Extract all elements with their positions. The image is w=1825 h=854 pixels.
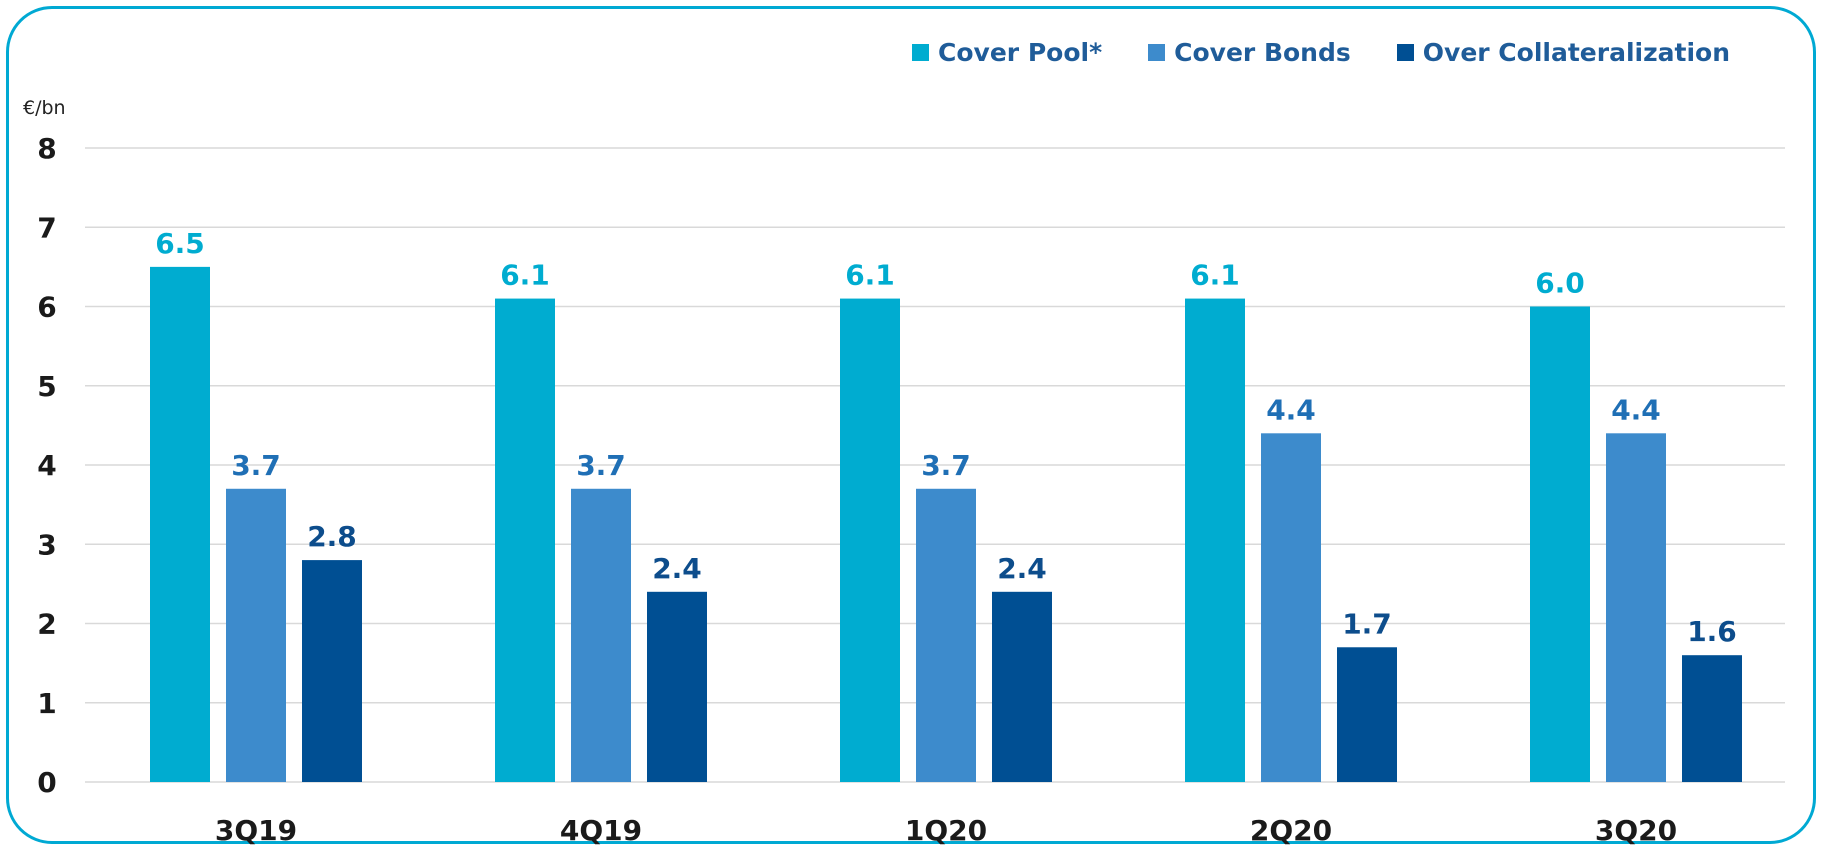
y-tick-label: 8 <box>37 132 56 165</box>
data-label: 2.4 <box>652 552 702 585</box>
y-tick-label: 2 <box>37 608 56 641</box>
bar <box>226 488 286 782</box>
x-category-label: 2Q20 <box>1250 814 1332 847</box>
legend-swatch-cover-pool <box>912 44 930 61</box>
bar <box>1185 298 1245 782</box>
data-label: 3.7 <box>231 449 281 482</box>
data-label: 6.1 <box>845 259 895 292</box>
legend-label-over-collateralization: Over Collateralization <box>1422 38 1730 67</box>
bar <box>647 591 707 782</box>
data-label: 3.7 <box>921 449 971 482</box>
bar <box>571 488 631 782</box>
data-label: 2.4 <box>997 552 1047 585</box>
data-label: 1.6 <box>1687 615 1737 648</box>
legend-label-cover-bonds: Cover Bonds <box>1174 38 1351 67</box>
data-label: 4.4 <box>1611 393 1661 426</box>
x-category-label: 3Q20 <box>1595 814 1677 847</box>
y-tick-label: 7 <box>37 211 56 244</box>
bar <box>1682 655 1742 782</box>
bar <box>1530 306 1590 782</box>
x-category-label: 1Q20 <box>905 814 987 847</box>
bar <box>992 591 1052 782</box>
bar <box>495 298 555 782</box>
bar <box>916 488 976 782</box>
bar <box>840 298 900 782</box>
data-label: 2.8 <box>307 520 357 553</box>
data-label: 1.7 <box>1342 607 1392 640</box>
data-label: 3.7 <box>576 449 626 482</box>
chart-frame <box>6 6 1816 844</box>
legend-swatch-cover-bonds <box>1148 44 1166 61</box>
y-tick-label: 0 <box>37 766 56 799</box>
y-axis-unit-label: €/bn <box>23 97 66 119</box>
legend-swatch-over-collateralization <box>1396 44 1414 61</box>
bar <box>1337 647 1397 782</box>
bar <box>1261 433 1321 782</box>
x-category-label: 4Q19 <box>560 814 642 847</box>
y-tick-label: 6 <box>37 291 56 324</box>
data-label: 6.1 <box>1190 259 1240 292</box>
bar <box>150 266 210 782</box>
x-category-label: 3Q19 <box>215 814 297 847</box>
data-label: 6.0 <box>1535 267 1585 300</box>
y-tick-label: 3 <box>37 528 56 561</box>
y-tick-label: 4 <box>37 449 56 482</box>
data-label: 6.5 <box>155 227 205 260</box>
y-tick-label: 5 <box>37 370 56 403</box>
bar <box>302 560 362 782</box>
legend-item-cover-bonds: Cover Bonds <box>1148 38 1351 67</box>
data-label: 4.4 <box>1266 393 1316 426</box>
chart-legend: Cover Pool* Cover Bonds Over Collaterali… <box>912 38 1730 67</box>
y-tick-label: 1 <box>37 687 56 720</box>
legend-item-over-collateralization: Over Collateralization <box>1396 38 1730 67</box>
legend-item-cover-pool: Cover Pool* <box>912 38 1102 67</box>
bar <box>1606 433 1666 782</box>
legend-label-cover-pool: Cover Pool* <box>938 38 1103 67</box>
data-label: 6.1 <box>500 259 550 292</box>
